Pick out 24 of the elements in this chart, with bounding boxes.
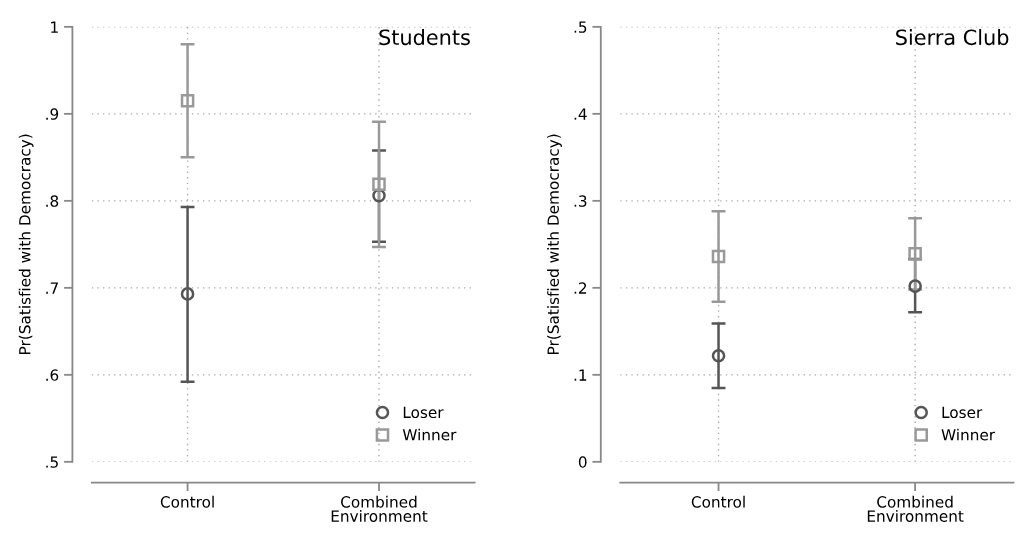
y-tick-label: .1 [574, 369, 587, 381]
x-tick-label: Combined Environment [867, 495, 964, 522]
y-tick-label: .4 [574, 108, 587, 120]
legend-label: Winner [941, 428, 996, 441]
legend-label: Winner [402, 428, 457, 441]
legend-label: Loser [403, 406, 444, 419]
y-tick-label: .9 [46, 108, 59, 120]
y-axis-title: Pr(Satisfied with Democracy) [547, 134, 562, 354]
chart-title: Students [379, 29, 470, 46]
y-tick-label: 1 [51, 21, 58, 33]
y-tick-label: .5 [46, 456, 58, 468]
chart-title: Sierra Club [896, 29, 1009, 46]
x-tick-label: Control [160, 495, 214, 508]
y-tick-label: .6 [46, 369, 59, 381]
y-tick-label: .2 [574, 282, 587, 294]
y-axis-title: Pr(Satisfied with Democracy) [18, 134, 34, 354]
y-tick-label: .8 [46, 195, 59, 207]
y-tick-label: .3 [574, 195, 587, 207]
y-tick-label: .7 [46, 282, 58, 294]
x-tick-label: Control [691, 495, 745, 508]
x-tick-label: Combined Environment [331, 495, 428, 522]
y-tick-label: 0 [578, 456, 587, 468]
y-tick-label: .5 [574, 21, 587, 33]
legend-label: Loser [942, 406, 983, 419]
